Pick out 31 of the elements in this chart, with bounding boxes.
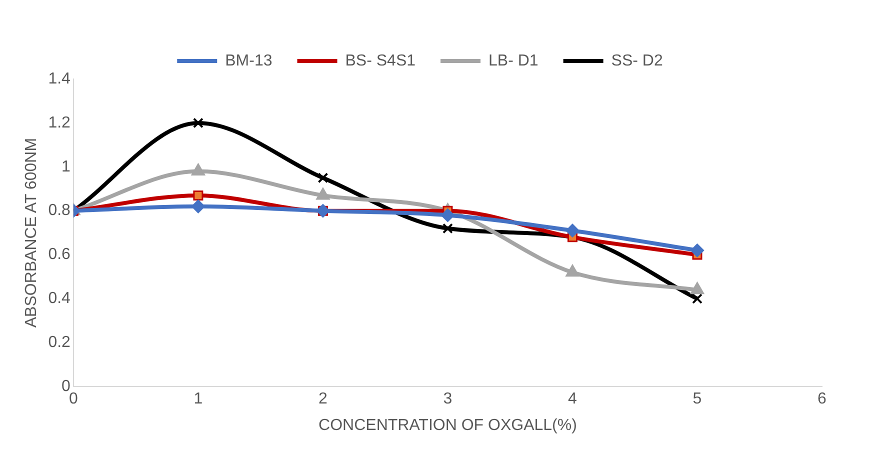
y-tick-label: 1.4 xyxy=(48,70,71,88)
point xyxy=(566,224,580,238)
legend-label: BS- S4S1 xyxy=(345,52,416,70)
x-tick-label: 5 xyxy=(692,390,702,408)
point xyxy=(442,223,453,234)
legend-label: BM-13 xyxy=(225,52,272,70)
x-tick-label: 2 xyxy=(318,390,328,408)
x-axis-title: CONCENTRATION OF OXGALL(%) xyxy=(318,416,577,434)
y-tick-label: 0.4 xyxy=(48,290,71,308)
point xyxy=(690,244,704,258)
y-tick-label: 0 xyxy=(62,378,71,396)
point xyxy=(440,208,454,222)
x-tick-label: 3 xyxy=(443,390,452,408)
legend-label: SS- D2 xyxy=(611,52,663,70)
x-tick-label: 1 xyxy=(194,390,203,408)
point xyxy=(318,172,328,184)
y-tick-label: 0.8 xyxy=(48,202,71,220)
point xyxy=(192,118,204,128)
point xyxy=(692,293,702,304)
x-tick-label: 4 xyxy=(568,390,578,408)
y-axis-title: ABSORBANCE AT 600NM xyxy=(23,138,40,328)
point xyxy=(690,282,704,294)
x-tick-label: 6 xyxy=(818,390,827,408)
y-tick-label: 1 xyxy=(62,158,71,176)
legend-label: LB- D1 xyxy=(488,52,538,70)
y-tick-label: 0.2 xyxy=(48,334,71,352)
point xyxy=(193,190,204,200)
y-tick-label: 1.2 xyxy=(48,114,71,132)
point xyxy=(191,200,205,214)
y-tick-label: 0.6 xyxy=(48,246,71,264)
point xyxy=(566,264,580,277)
